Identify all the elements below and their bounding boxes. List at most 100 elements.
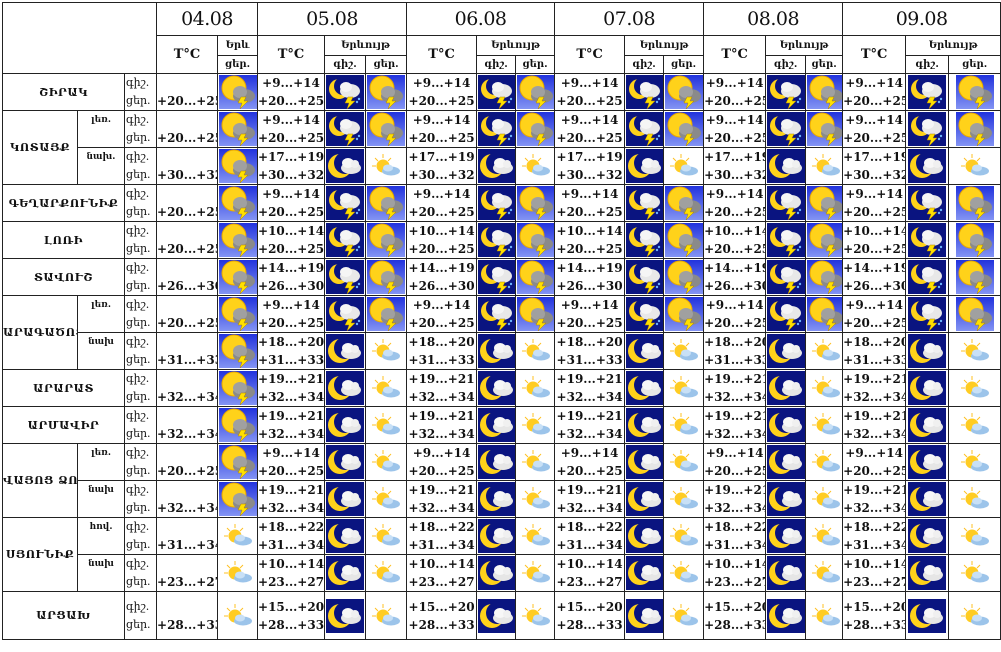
temperature-cell: +10...+14 +20...+25 bbox=[554, 221, 626, 259]
sun-cloud-icon bbox=[367, 149, 406, 183]
night-temp-empty bbox=[158, 149, 217, 167]
sun-cloud-icon bbox=[950, 556, 999, 590]
storm-sun-icon bbox=[219, 75, 257, 109]
storm-sun-icon bbox=[807, 260, 842, 294]
temperature-header: T°C bbox=[703, 35, 767, 74]
day-temp: +32...+34 bbox=[704, 390, 766, 404]
weather-icon-cell bbox=[765, 221, 807, 259]
day-temp: +28...+33 bbox=[843, 617, 906, 632]
night-label: գիշ. bbox=[126, 520, 150, 533]
night-label: գիշ. bbox=[126, 409, 150, 422]
temperature-cell: +20...+25 bbox=[156, 295, 219, 333]
weather-icon-cell bbox=[515, 517, 556, 555]
storm-sun-icon bbox=[517, 112, 554, 146]
storm-sun-icon bbox=[517, 260, 554, 294]
temperature-cell: +18...+20 +31...+33 bbox=[257, 332, 326, 370]
weather-icon-cell bbox=[476, 480, 517, 518]
phenomenon-header: Երևույթ bbox=[624, 35, 705, 56]
storm-night-icon bbox=[326, 260, 365, 294]
weather-icon-cell bbox=[476, 332, 517, 370]
night-temp: +18...+22 bbox=[704, 520, 766, 534]
night-day-labels: գիշ. ցեր. bbox=[123, 110, 158, 148]
night-temp: +18...+22 bbox=[258, 520, 325, 534]
storm-night-icon bbox=[478, 112, 515, 146]
weather-icon-cell bbox=[905, 443, 950, 481]
weather-icon-cell bbox=[365, 295, 408, 333]
sun-cloud-icon bbox=[807, 371, 842, 405]
header-blank-corner bbox=[1, 2, 158, 74]
night-temp: +9...+14 bbox=[412, 76, 471, 90]
forecast-row: նախ գիշ. ցեր. +31...+33 +18...+20 +31...+33 … bbox=[3, 332, 1001, 370]
weather-icon-cell bbox=[217, 554, 259, 592]
night-header: գիշ. bbox=[476, 55, 517, 74]
weather-icon-cell bbox=[217, 73, 259, 111]
weather-icon-cell bbox=[765, 184, 807, 222]
night-temp: +14...+19 bbox=[556, 261, 623, 275]
phenomenon-header: Երևույթ bbox=[765, 35, 844, 56]
temperature-cell: +28...+33 bbox=[156, 591, 219, 640]
night-temp-empty bbox=[158, 297, 217, 315]
temperature-cell: +19...+21 +32...+34 bbox=[703, 406, 767, 444]
weather-icon-cell bbox=[217, 480, 259, 518]
night-day-labels: գիշ. ցեր. bbox=[123, 184, 158, 222]
phenomenon-header: Երևույթ bbox=[324, 35, 408, 56]
weather-icon-cell bbox=[905, 480, 950, 518]
sun-cloud-icon bbox=[665, 482, 703, 516]
weather-icon-cell bbox=[765, 332, 807, 370]
forecast-row: ԼՈՌԻ գիշ. ցեր. +20...+25 +10...+14 +20...+25… bbox=[2, 221, 1001, 259]
night-temp: +15...+20 bbox=[556, 599, 623, 614]
cloud-night-icon bbox=[326, 334, 365, 368]
temperature-cell: +10...+14 +20...+25 bbox=[703, 221, 767, 259]
night-label: գիշ. bbox=[126, 599, 150, 613]
weather-icon-cell bbox=[515, 406, 556, 444]
temperature-cell: +17...+19 +30...+32 bbox=[842, 147, 907, 185]
storm-sun-icon bbox=[950, 75, 999, 109]
weather-icon-cell bbox=[515, 554, 556, 592]
weather-icon-cell bbox=[365, 110, 408, 148]
temperature-cell: +18...+22 +31...+34 bbox=[257, 517, 326, 555]
sun-cloud-icon bbox=[517, 519, 554, 553]
night-temp: +17...+19 bbox=[556, 150, 623, 164]
sun-cloud-icon bbox=[517, 334, 554, 368]
night-temp: +10...+14 bbox=[704, 224, 766, 238]
night-day-labels: գիշ. ցեր. bbox=[123, 332, 158, 370]
temperature-cell: +10...+14 +20...+25 bbox=[842, 221, 907, 259]
day-temp: +32...+34 bbox=[408, 501, 475, 515]
weather-icon-cell bbox=[805, 110, 844, 148]
day-temp: +26...+30 bbox=[704, 279, 766, 293]
storm-sun-icon bbox=[807, 223, 842, 257]
cloud-night-icon bbox=[626, 408, 663, 442]
sun-cloud-icon bbox=[950, 445, 999, 479]
day-label: ցեր. bbox=[126, 575, 151, 588]
day-temp: +28...+33 bbox=[704, 617, 766, 632]
weather-icon-cell bbox=[476, 517, 517, 555]
night-temp: +9...+14 bbox=[412, 187, 471, 201]
cloud-night-icon bbox=[326, 445, 365, 479]
weather-icon-cell bbox=[365, 147, 408, 185]
header-dates-row: 04.08 05.08 06.08 07.08 08.08 09.08 bbox=[1, 2, 1001, 74]
cloud-night-icon bbox=[478, 408, 515, 442]
weather-icon-cell bbox=[948, 406, 1001, 444]
cloud-night-icon bbox=[326, 598, 365, 633]
night-temp: +9...+14 bbox=[845, 76, 903, 90]
cloud-night-icon bbox=[907, 408, 947, 442]
day-temp: +20...+25 bbox=[258, 94, 325, 108]
storm-night-icon bbox=[326, 297, 365, 331]
cloud-night-icon bbox=[626, 598, 663, 633]
day-label: ցեր. bbox=[126, 316, 151, 329]
day-temp: +20...+25 bbox=[843, 464, 906, 478]
night-temp: +19...+21 bbox=[704, 409, 766, 423]
temperature-cell: +32...+34 bbox=[156, 369, 219, 407]
weather-icon-cell bbox=[805, 443, 844, 481]
day-label: ցեր. bbox=[126, 353, 151, 366]
weather-icon-cell bbox=[805, 147, 844, 185]
night-temp-empty bbox=[158, 408, 217, 426]
temperature-cell: +18...+22 +31...+34 bbox=[554, 517, 626, 555]
sun-cloud-icon bbox=[517, 408, 554, 442]
night-header: գիշ. bbox=[765, 55, 807, 74]
cloud-night-icon bbox=[626, 371, 663, 405]
cloud-night-icon bbox=[478, 482, 515, 516]
weather-icon-cell bbox=[365, 184, 408, 222]
weather-icon-cell bbox=[948, 258, 1001, 296]
sun-cloud-icon bbox=[950, 598, 999, 633]
